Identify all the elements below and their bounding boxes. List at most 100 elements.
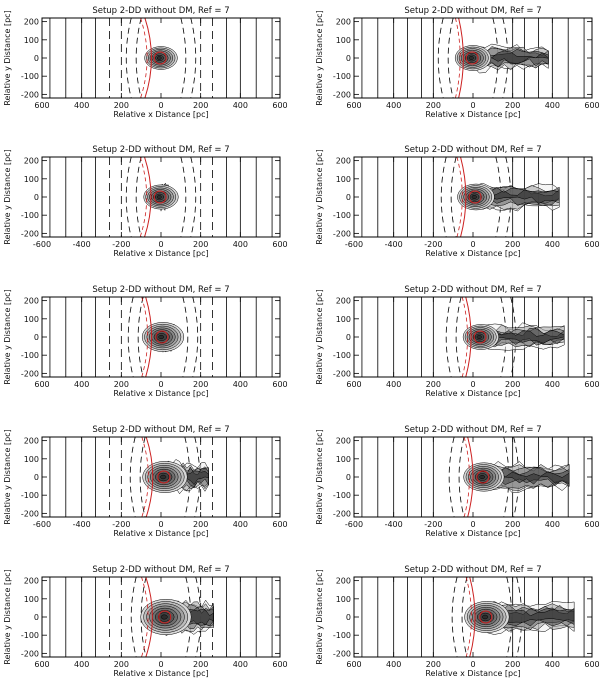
y-tick-label: 0 [34, 613, 39, 622]
panel-4: -200 -100 0 100 200 -600 -400 -200 0 200 400 600 Set… [315, 145, 600, 258]
bow-shock-line [458, 18, 464, 98]
galaxy-disk [462, 324, 500, 350]
stripped-tail [472, 43, 549, 74]
galaxy-disk [142, 461, 188, 493]
bow-shock-line-2 [141, 437, 149, 517]
galaxy-disk [144, 46, 178, 70]
y-axis-label: Relative y Distance [pc] [315, 149, 324, 244]
y-tick-label: 200 [336, 437, 351, 446]
x-tick-label: 200 [505, 520, 520, 529]
x-axis-label: Relative x Distance [pc] [113, 110, 208, 119]
bent-contour-line [461, 577, 468, 657]
tail-contour [475, 189, 560, 205]
y-tick-label: -200 [21, 509, 39, 518]
galaxy-disk [141, 322, 185, 352]
x-tick-label: 600 [584, 660, 599, 669]
bow-shock-line-2 [455, 18, 461, 98]
bent-contour-line [137, 297, 144, 377]
x-tick-label: 600 [272, 660, 287, 669]
x-tick-label: 200 [193, 101, 208, 110]
y-tick-label: -100 [333, 72, 351, 81]
galaxy-disk [140, 598, 192, 636]
core-marker [465, 51, 479, 65]
x-tick-label: 200 [426, 660, 441, 669]
bent-contour-line [180, 157, 187, 237]
y-tick-label: 0 [34, 193, 39, 202]
bent-contour-line [437, 18, 444, 98]
core-marker [476, 470, 490, 484]
bent-contour-line [458, 437, 465, 517]
y-tick-label: -200 [21, 369, 39, 378]
x-tick-label: 400 [545, 660, 560, 669]
bow-shock-line [144, 157, 152, 237]
x-tick-label: 400 [545, 101, 560, 110]
panel-plot-area [361, 577, 585, 657]
x-tick-label: 0 [470, 520, 475, 529]
x-tick-label: 400 [74, 660, 89, 669]
bent-contour-line [190, 18, 197, 98]
x-axis-label: Relative x Distance [pc] [425, 110, 520, 119]
galaxy-disk [457, 183, 495, 211]
core-marker [473, 330, 487, 344]
tail-contour [480, 329, 565, 344]
x-tick-label: 400 [233, 240, 248, 249]
x-axis-label: Relative x Distance [pc] [113, 529, 208, 538]
x-tick-label: 600 [584, 520, 599, 529]
x-tick-label: 0 [158, 101, 163, 110]
galaxy-disk [454, 45, 492, 71]
x-tick-label: 400 [545, 240, 560, 249]
x-tick-label: 400 [545, 380, 560, 389]
x-tick-label: 400 [386, 380, 401, 389]
disk-contour [160, 614, 168, 620]
y-tick-label: -100 [21, 72, 39, 81]
disk-contour [471, 195, 477, 199]
x-tick-label: 0 [470, 101, 475, 110]
disk-contour [160, 474, 167, 480]
panel-plot-area [361, 297, 585, 377]
disk-contour [156, 56, 162, 60]
y-tick-label: 0 [34, 473, 39, 482]
x-tick-label: 600 [34, 380, 49, 389]
bow-shock-line-2 [465, 577, 472, 657]
core-marker [158, 610, 172, 624]
core-marker [479, 610, 493, 624]
panel-plot-area [49, 157, 273, 237]
galaxy-disk [463, 462, 505, 492]
bow-shock-line-2 [461, 297, 468, 377]
bent-contour-line [125, 18, 132, 98]
y-tick-label: 0 [34, 54, 39, 63]
y-tick-label: 100 [24, 36, 39, 45]
x-tick-label: -600 [33, 520, 51, 529]
bow-shock-line-2 [463, 437, 470, 517]
bent-contour-line [182, 297, 189, 377]
panel-plot-area [49, 297, 273, 377]
panel-title: Setup 2-DD without DM, Ref = 7 [92, 6, 229, 16]
bent-contour-line [190, 157, 197, 237]
y-tick-label: 200 [336, 577, 351, 586]
disk-contour [476, 335, 482, 339]
galaxy-disk [464, 601, 510, 633]
bent-contour-line [455, 297, 462, 377]
panel-plot-area [49, 437, 273, 517]
x-axis-label: Relative x Distance [pc] [113, 249, 208, 258]
x-tick-label: 400 [74, 101, 89, 110]
bow-shock-line-2 [456, 157, 463, 237]
x-axis-label: Relative x Distance [pc] [425, 669, 520, 678]
y-tick-label: 100 [336, 595, 351, 604]
disk-contour [468, 56, 474, 60]
x-tick-label: 200 [114, 380, 129, 389]
stripped-tail [480, 322, 565, 351]
y-tick-label: 200 [24, 157, 39, 166]
panel-9: -200 -100 0 100 200 600 400 200 0 200 400 600 Setup … [3, 565, 288, 678]
y-tick-label: -200 [21, 649, 39, 658]
panel-3: -200 -100 0 100 200 -600 -400 -200 0 200 400 600 Set… [3, 145, 288, 258]
bent-contour-line [125, 157, 132, 237]
bent-contour-line [450, 157, 457, 237]
y-tick-label: -100 [333, 491, 351, 500]
panel-title: Setup 2-DD without DM, Ref = 7 [92, 285, 229, 295]
bow-shock-line-2 [140, 18, 148, 98]
y-axis-label: Relative y Distance [pc] [315, 289, 324, 384]
x-tick-label: -600 [33, 240, 51, 249]
bow-shock-line-2 [141, 577, 149, 657]
x-tick-label: 0 [158, 240, 163, 249]
